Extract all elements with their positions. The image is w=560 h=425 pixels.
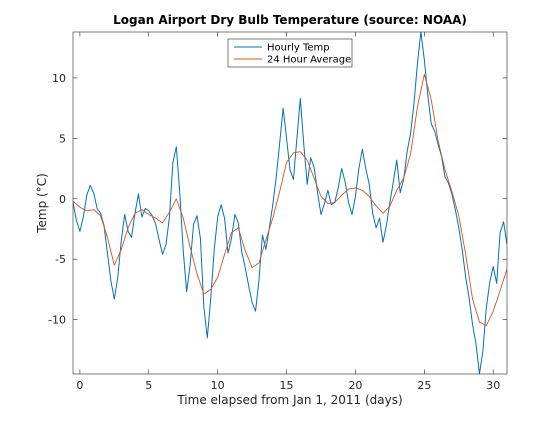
x-axis-label: Time elapsed from Jan 1, 2011 (days) (176, 393, 402, 407)
y-tick-label: 5 (59, 132, 66, 145)
x-tick-label: 25 (417, 379, 431, 392)
chart-title: Logan Airport Dry Bulb Temperature (sour… (113, 13, 467, 27)
series-line-24-hour-average (73, 73, 507, 327)
y-tick-label: -10 (48, 314, 66, 327)
x-tick-label: 30 (486, 379, 500, 392)
series-layer (73, 32, 507, 374)
y-axis: -10 -5 0 5 10 (48, 72, 507, 327)
series-line-hourly-temp (73, 32, 507, 374)
x-tick-label: 0 (76, 379, 83, 392)
y-tick-label: 0 (59, 193, 66, 206)
legend-label: Hourly Temp (267, 43, 330, 54)
x-tick-label: 20 (348, 379, 362, 392)
x-tick-label: 15 (280, 379, 294, 392)
y-tick-label: 10 (52, 72, 66, 85)
x-tick-label: 5 (145, 379, 152, 392)
y-tick-label: -5 (55, 253, 66, 266)
x-tick-label: 10 (211, 379, 225, 392)
x-axis: 0 5 10 15 20 25 30 (76, 32, 500, 392)
plot-frame (72, 31, 508, 375)
y-axis-label: Temp (°C) (35, 173, 49, 234)
legend-label: 24 Hour Average (267, 55, 351, 66)
legend-box (227, 38, 353, 68)
